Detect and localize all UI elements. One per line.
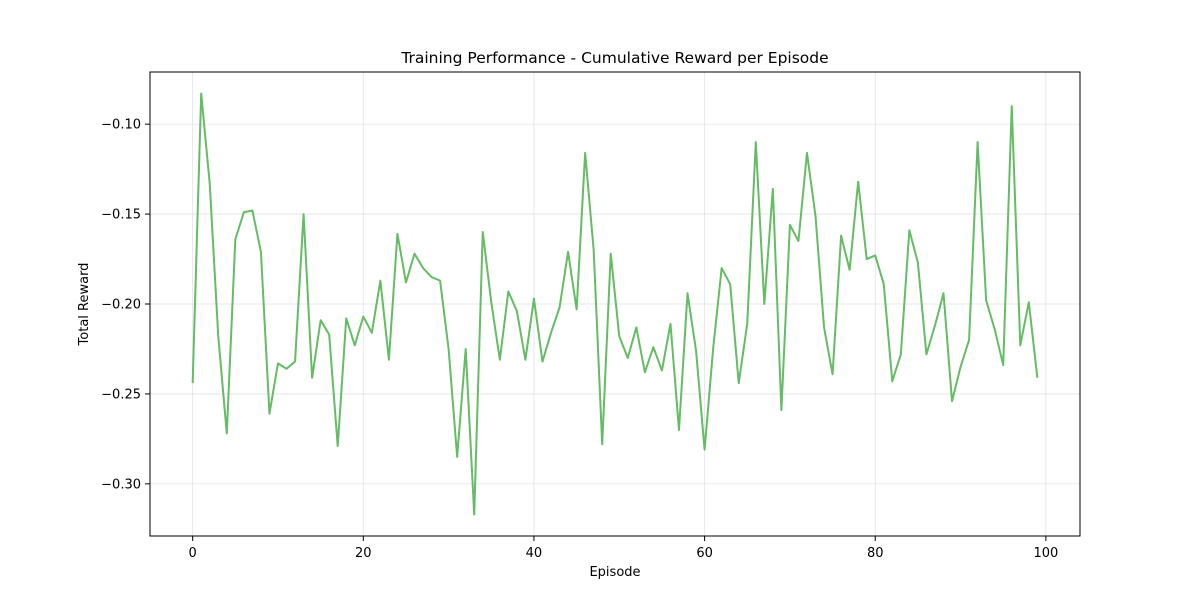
x-tick-label: 40: [526, 546, 543, 561]
y-tick-label: −0.20: [101, 298, 141, 313]
reward-series-line: [191, 92, 1039, 516]
series-group: [191, 92, 1039, 516]
x-axis-label: Episode: [589, 565, 640, 580]
x-tick-label: 0: [189, 546, 197, 561]
y-tick-label: −0.25: [101, 387, 141, 402]
y-axis-ticks: −0.30 −0.25 −0.20 −0.15 −0.10: [101, 118, 150, 492]
x-tick-label: 60: [696, 546, 713, 561]
x-tick-label: 100: [1033, 546, 1058, 561]
y-axis-label: Total Reward: [77, 263, 92, 347]
y-tick-label: −0.10: [101, 118, 141, 133]
chart-title: Training Performance - Cumulative Reward…: [400, 49, 828, 67]
x-axis-ticks: 0 20 40 60 80 100: [189, 536, 1058, 561]
y-tick-label: −0.30: [101, 477, 141, 492]
x-tick-label: 80: [867, 546, 884, 561]
y-tick-label: −0.15: [101, 208, 141, 223]
x-tick-label: 20: [355, 546, 372, 561]
